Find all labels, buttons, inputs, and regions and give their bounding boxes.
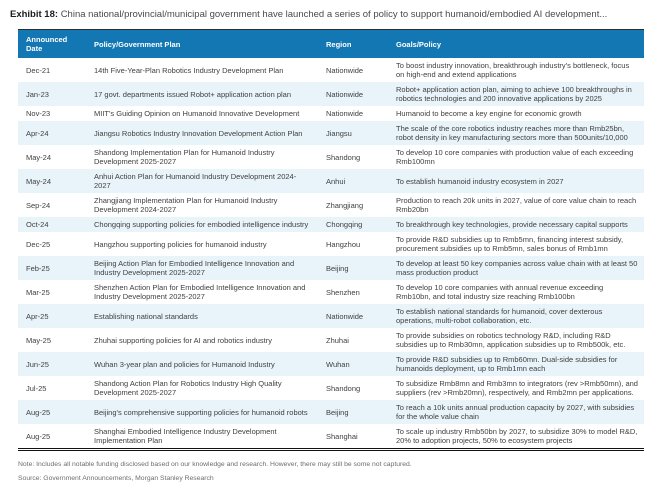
table-row: May-24 Shandong Implementation Plan for … <box>18 145 644 169</box>
cell-goals-policy: To breakthrough key technologies, provid… <box>388 217 644 232</box>
cell-policy-plan: Shanghai Embodied Intelligence Industry … <box>86 424 318 450</box>
cell-announced-date: Jan-23 <box>18 82 86 106</box>
table-row: May-24 Anhui Action Plan for Humanoid In… <box>18 169 644 193</box>
cell-goals-policy: To establish national standards for huma… <box>388 304 644 328</box>
cell-goals-policy: To provide R&D subsidies up to Rmb60mn. … <box>388 352 644 376</box>
cell-goals-policy: Humanoid to become a key engine for econ… <box>388 106 644 121</box>
policy-table-body: Dec-21 14th Five-Year-Plan Robotics Indu… <box>18 58 644 450</box>
cell-announced-date: Aug-25 <box>18 400 86 424</box>
cell-announced-date: Nov-23 <box>18 106 86 121</box>
column-header-policy-plan: Policy/Government Plan <box>86 30 318 59</box>
cell-policy-plan: 17 govt. departments issued Robot+ appli… <box>86 82 318 106</box>
cell-goals-policy: Production to reach 20k units in 2027, v… <box>388 193 644 217</box>
cell-policy-plan: Hangzhou supporting policies for humanoi… <box>86 232 318 256</box>
table-row: Nov-23 MIIT's Guiding Opinion on Humanoi… <box>18 106 644 121</box>
cell-goals-policy: Robot+ application action plan, aiming t… <box>388 82 644 106</box>
cell-region: Shandong <box>318 376 388 400</box>
exhibit-title: Exhibit 18: China national/provincial/mu… <box>10 8 644 21</box>
cell-policy-plan: Establishing national standards <box>86 304 318 328</box>
table-row: Jul-25 Shandong Action Plan for Robotics… <box>18 376 644 400</box>
cell-goals-policy: To develop at least 50 key companies acr… <box>388 256 644 280</box>
policy-table: Announced Date Policy/Government Plan Re… <box>18 29 644 451</box>
cell-policy-plan: Jiangsu Robotics Industry Innovation Dev… <box>86 121 318 145</box>
cell-policy-plan: Beijing Action Plan for Embodied Intelli… <box>86 256 318 280</box>
cell-region: Beijing <box>318 400 388 424</box>
cell-region: Shenzhen <box>318 280 388 304</box>
cell-announced-date: May-25 <box>18 328 86 352</box>
cell-region: Nationwide <box>318 58 388 82</box>
cell-region: Shandong <box>318 145 388 169</box>
cell-announced-date: Feb-25 <box>18 256 86 280</box>
table-row: Dec-25 Hangzhou supporting policies for … <box>18 232 644 256</box>
cell-goals-policy: To reach a 10k units annual production c… <box>388 400 644 424</box>
cell-goals-policy: To subsidize Rmb8mn and Rmb3mn to integr… <box>388 376 644 400</box>
table-row: Sep-24 Zhangjiang Implementation Plan fo… <box>18 193 644 217</box>
cell-region: Chongqing <box>318 217 388 232</box>
cell-policy-plan: Shandong Implementation Plan for Humanoi… <box>86 145 318 169</box>
table-row: Dec-21 14th Five-Year-Plan Robotics Indu… <box>18 58 644 82</box>
table-row: Feb-25 Beijing Action Plan for Embodied … <box>18 256 644 280</box>
cell-region: Nationwide <box>318 106 388 121</box>
table-row: Oct-24 Chongqing supporting policies for… <box>18 217 644 232</box>
table-row: Apr-24 Jiangsu Robotics Industry Innovat… <box>18 121 644 145</box>
cell-announced-date: Sep-24 <box>18 193 86 217</box>
cell-region: Jiangsu <box>318 121 388 145</box>
cell-policy-plan: Chongqing supporting policies for embodi… <box>86 217 318 232</box>
cell-goals-policy: To provide subsidies on robotics technol… <box>388 328 644 352</box>
cell-goals-policy: To develop 10 core companies with produc… <box>388 145 644 169</box>
cell-policy-plan: Zhuhai supporting policies for AI and ro… <box>86 328 318 352</box>
cell-announced-date: Mar-25 <box>18 280 86 304</box>
cell-region: Nationwide <box>318 304 388 328</box>
policy-table-header: Announced Date Policy/Government Plan Re… <box>18 30 644 59</box>
table-row: May-25 Zhuhai supporting policies for AI… <box>18 328 644 352</box>
cell-announced-date: May-24 <box>18 169 86 193</box>
cell-goals-policy: To provide R&D subsidies up to Rmb5mn, f… <box>388 232 644 256</box>
cell-region: Zhangjiang <box>318 193 388 217</box>
cell-goals-policy: To scale up industry Rmb50bn by 2027, to… <box>388 424 644 450</box>
cell-region: Anhui <box>318 169 388 193</box>
cell-goals-policy: To establish humanoid industry ecosystem… <box>388 169 644 193</box>
cell-goals-policy: To develop 10 core companies with annual… <box>388 280 644 304</box>
cell-goals-policy: To boost industry innovation, breakthrou… <box>388 58 644 82</box>
note-text: Note: Includes all notable funding discl… <box>18 458 644 472</box>
source-text: Source: Government Announcements, Morgan… <box>18 472 644 485</box>
cell-policy-plan: Beijing's comprehensive supporting polic… <box>86 400 318 424</box>
cell-policy-plan: MIIT's Guiding Opinion on Humanoid Innov… <box>86 106 318 121</box>
cell-announced-date: Apr-25 <box>18 304 86 328</box>
cell-announced-date: Jun-25 <box>18 352 86 376</box>
table-row: Jun-25 Wuhan 3-year plan and policies fo… <box>18 352 644 376</box>
column-header-goals-policy: Goals/Policy <box>388 30 644 59</box>
cell-announced-date: Oct-24 <box>18 217 86 232</box>
cell-goals-policy: The scale of the core robotics industry … <box>388 121 644 145</box>
cell-region: Nationwide <box>318 82 388 106</box>
footnotes: Note: Includes all notable funding discl… <box>18 458 644 485</box>
cell-announced-date: Apr-24 <box>18 121 86 145</box>
cell-region: Zhuhai <box>318 328 388 352</box>
column-header-region: Region <box>318 30 388 59</box>
table-row: Jan-23 17 govt. departments issued Robot… <box>18 82 644 106</box>
table-row: Aug-25 Shanghai Embodied Intelligence In… <box>18 424 644 450</box>
cell-policy-plan: Zhangjiang Implementation Plan for Human… <box>86 193 318 217</box>
cell-region: Shanghai <box>318 424 388 450</box>
cell-announced-date: May-24 <box>18 145 86 169</box>
cell-announced-date: Jul-25 <box>18 376 86 400</box>
cell-region: Wuhan <box>318 352 388 376</box>
cell-policy-plan: Shenzhen Action Plan for Embodied Intell… <box>86 280 318 304</box>
table-row: Mar-25 Shenzhen Action Plan for Embodied… <box>18 280 644 304</box>
cell-announced-date: Aug-25 <box>18 424 86 450</box>
cell-region: Hangzhou <box>318 232 388 256</box>
cell-announced-date: Dec-21 <box>18 58 86 82</box>
cell-region: Beijing <box>318 256 388 280</box>
cell-policy-plan: Shandong Action Plan for Robotics Indust… <box>86 376 318 400</box>
table-row: Aug-25 Beijing's comprehensive supportin… <box>18 400 644 424</box>
cell-policy-plan: 14th Five-Year-Plan Robotics Industry De… <box>86 58 318 82</box>
cell-announced-date: Dec-25 <box>18 232 86 256</box>
exhibit-title-text: China national/provincial/municipal gove… <box>61 9 608 20</box>
table-row: Apr-25 Establishing national standards N… <box>18 304 644 328</box>
cell-policy-plan: Wuhan 3-year plan and policies for Human… <box>86 352 318 376</box>
column-header-announced-date: Announced Date <box>18 30 86 59</box>
cell-policy-plan: Anhui Action Plan for Humanoid Industry … <box>86 169 318 193</box>
exhibit-label: Exhibit 18: <box>10 9 58 20</box>
